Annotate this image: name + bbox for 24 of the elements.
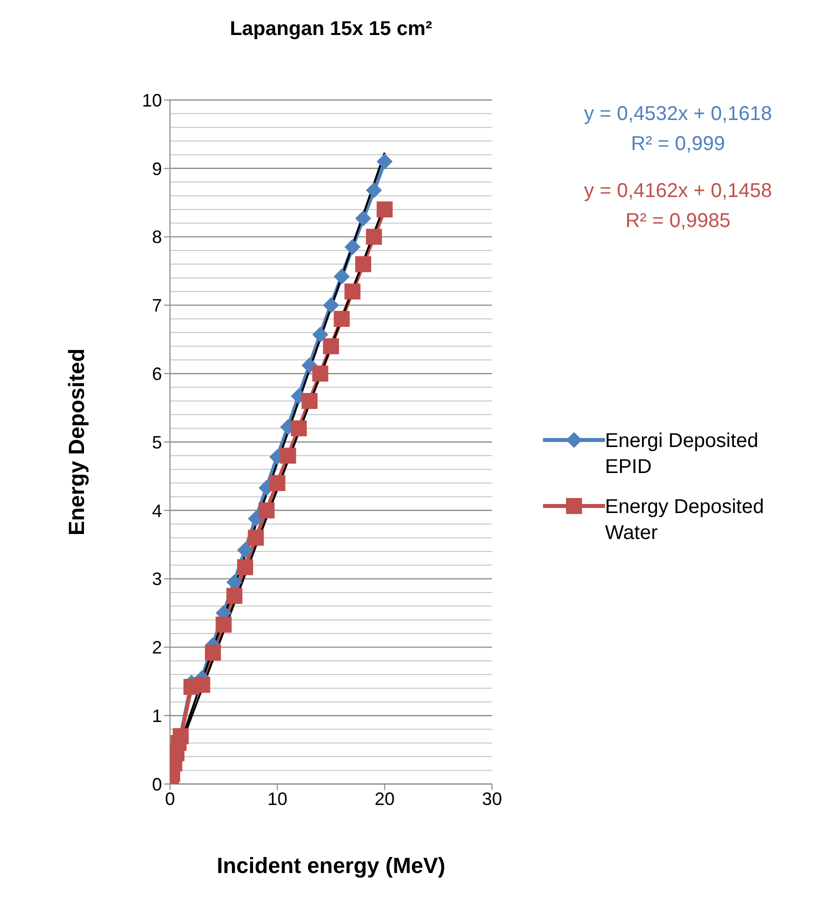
legend-label: Energi Deposited EPID [605, 429, 760, 480]
y-tick-label: 7 [152, 296, 162, 316]
text: y = 0,4532x + 0,1618 [583, 103, 773, 126]
text: R² = 0,999 [630, 133, 726, 156]
y-tick-label: 8 [152, 227, 162, 248]
x-axis-title: Incident energy (MeV) [216, 853, 446, 878]
legend-label: Energy Deposited Water [605, 495, 765, 546]
y-tick-label: 10 [142, 90, 162, 110]
y-tick-label: 0 [152, 774, 162, 794]
x-tick-label: 0 [164, 788, 176, 809]
y-tick-label: 6 [152, 364, 162, 384]
x-tick-label: 30 [482, 788, 502, 809]
y-tick-label: 4 [152, 500, 162, 521]
x-tick-label: 10 [267, 788, 288, 809]
y-tick-label: 2 [152, 638, 162, 658]
y-tick-label: 1 [152, 706, 162, 726]
text: R² = 0,9985 [624, 210, 732, 233]
y-axis-title: Energy Deposited [64, 348, 89, 536]
y-tick-label: 5 [152, 432, 162, 452]
chart-title: Lapangan 15x 15 cm² [228, 18, 434, 41]
y-tick-label: 3 [152, 569, 162, 590]
y-tick-label: 9 [152, 158, 162, 179]
text: y = 0,4162x + 0,1458 [583, 180, 773, 203]
x-tick-label: 20 [374, 788, 395, 809]
